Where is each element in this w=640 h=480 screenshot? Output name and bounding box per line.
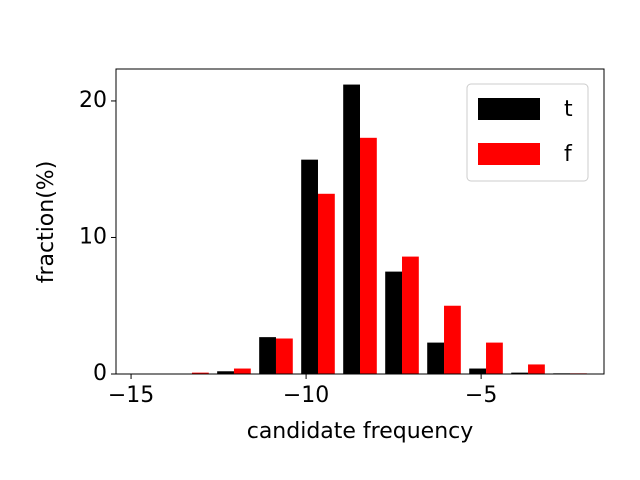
bar xyxy=(402,256,419,374)
y-tick-label: 20 xyxy=(79,88,107,113)
plot-frame xyxy=(115,68,605,375)
legend-swatch xyxy=(478,98,540,120)
bar xyxy=(259,337,276,374)
bar xyxy=(360,137,377,374)
bar xyxy=(233,368,251,374)
x-tick-label: −10 xyxy=(283,383,329,408)
legend-label: f xyxy=(564,142,573,167)
bar xyxy=(486,342,503,374)
x-axis-label: candidate frequency xyxy=(247,419,474,444)
bar xyxy=(511,372,529,374)
bar xyxy=(301,159,318,374)
bar xyxy=(469,368,487,374)
y-tick-label: 0 xyxy=(93,361,107,386)
y-axis-label: fraction(%) xyxy=(34,161,59,284)
x-tick-label: −15 xyxy=(108,383,154,408)
bar xyxy=(427,342,445,374)
bar xyxy=(528,364,545,374)
legend-swatch xyxy=(478,143,540,165)
bar xyxy=(191,372,209,374)
y-tick-label: 10 xyxy=(79,224,107,249)
bar xyxy=(317,193,335,374)
bar xyxy=(385,271,403,374)
bar xyxy=(275,338,293,374)
bar xyxy=(217,371,234,374)
legend-label: t xyxy=(564,97,573,122)
bar xyxy=(343,84,360,374)
bar xyxy=(444,305,461,374)
x-tick-label: −5 xyxy=(465,383,497,408)
